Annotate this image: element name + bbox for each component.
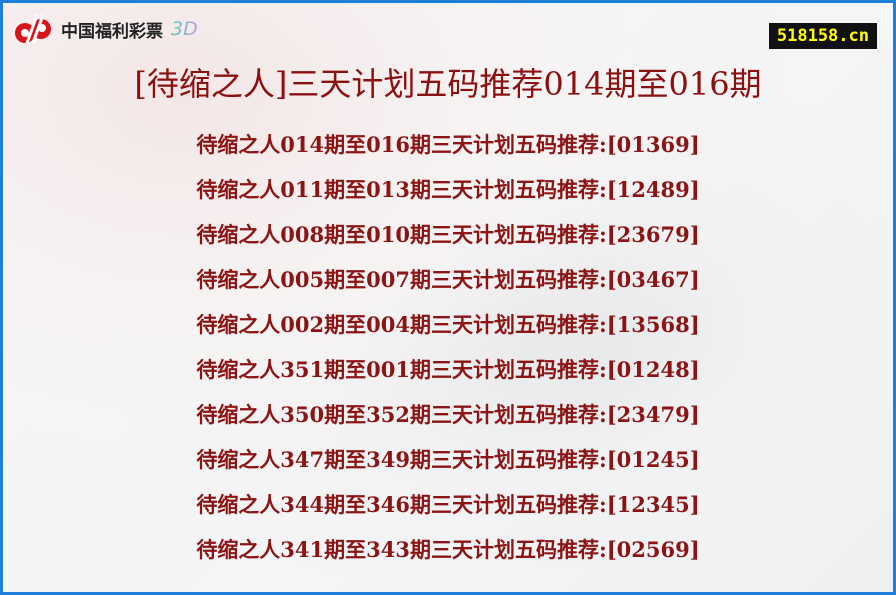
- list-item: 待缩之人341期至343期三天计划五码推荐:[02569]: [196, 537, 700, 562]
- list-item: 待缩之人344期至346期三天计划五码推荐:[12345]: [196, 492, 700, 517]
- list-item: 待缩之人014期至016期三天计划五码推荐:[01369]: [196, 132, 700, 157]
- list-item: 待缩之人351期至001期三天计划五码推荐:[01248]: [196, 357, 700, 382]
- logo-text: 中国福利彩票: [61, 21, 163, 42]
- logo-suffix: 3D: [171, 18, 198, 40]
- page-title: [待缩之人]三天计划五码推荐014期至016期: [134, 65, 762, 103]
- site-badge: 518158.cn: [768, 23, 877, 49]
- list-item: 待缩之人347期至349期三天计划五码推荐:[01245]: [196, 447, 700, 472]
- list-item: 待缩之人005期至007期三天计划五码推荐:[03467]: [196, 267, 700, 292]
- list-item: 待缩之人002期至004期三天计划五码推荐:[13568]: [196, 312, 700, 337]
- lottery-logo: 中国福利彩票 3D: [13, 13, 198, 45]
- lottery-logo-icon: [15, 14, 51, 44]
- list-item: 待缩之人011期至013期三天计划五码推荐:[12489]: [196, 177, 700, 202]
- list-item: 待缩之人008期至010期三天计划五码推荐:[23679]: [196, 222, 700, 247]
- recommendation-list: 待缩之人014期至016期三天计划五码推荐:[01369] 待缩之人011期至0…: [3, 129, 893, 579]
- list-item: 待缩之人350期至352期三天计划五码推荐:[23479]: [196, 402, 700, 427]
